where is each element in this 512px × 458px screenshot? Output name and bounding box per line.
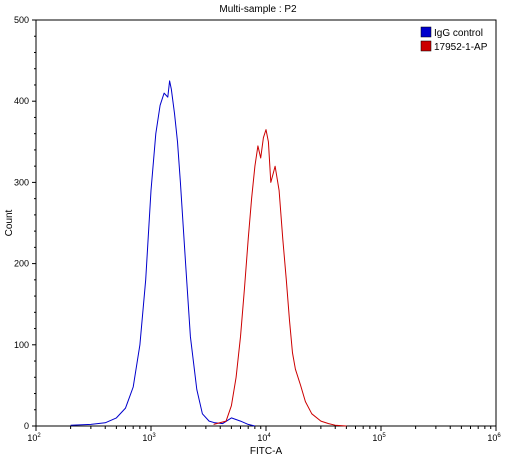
y-axis-label: Count [4,209,15,236]
legend-swatch [420,40,432,52]
x-tick-label: 106 [487,433,501,443]
x-axis-label: FITC-A [250,446,283,457]
legend-label: 17952-1-AP [434,42,488,53]
legend: IgG control 17952-1-AP [420,26,488,53]
x-tick-label: 103 [142,433,156,443]
y-tick-label: 0 [24,421,29,431]
series-line-1 [213,129,347,427]
y-axis: 0 100 200 300 400 500 [14,15,36,431]
y-tick-label: 200 [14,259,29,269]
x-tick-label: 104 [257,433,271,443]
y-tick-label: 500 [14,15,29,25]
y-tick-label: 400 [14,96,29,106]
series-line-0 [70,80,256,427]
y-tick-label: 300 [14,177,29,187]
x-axis: 102 103 104 105 106 [27,426,501,443]
y-tick-label: 100 [14,340,29,350]
x-tick-label: 102 [27,433,41,443]
plot-frame [35,19,497,427]
legend-label: IgG control [434,28,483,39]
chart-title: Multi-sample : P2 [219,4,297,15]
series-layer [70,80,347,427]
x-tick-label: 105 [372,433,386,443]
legend-swatch [420,26,432,38]
